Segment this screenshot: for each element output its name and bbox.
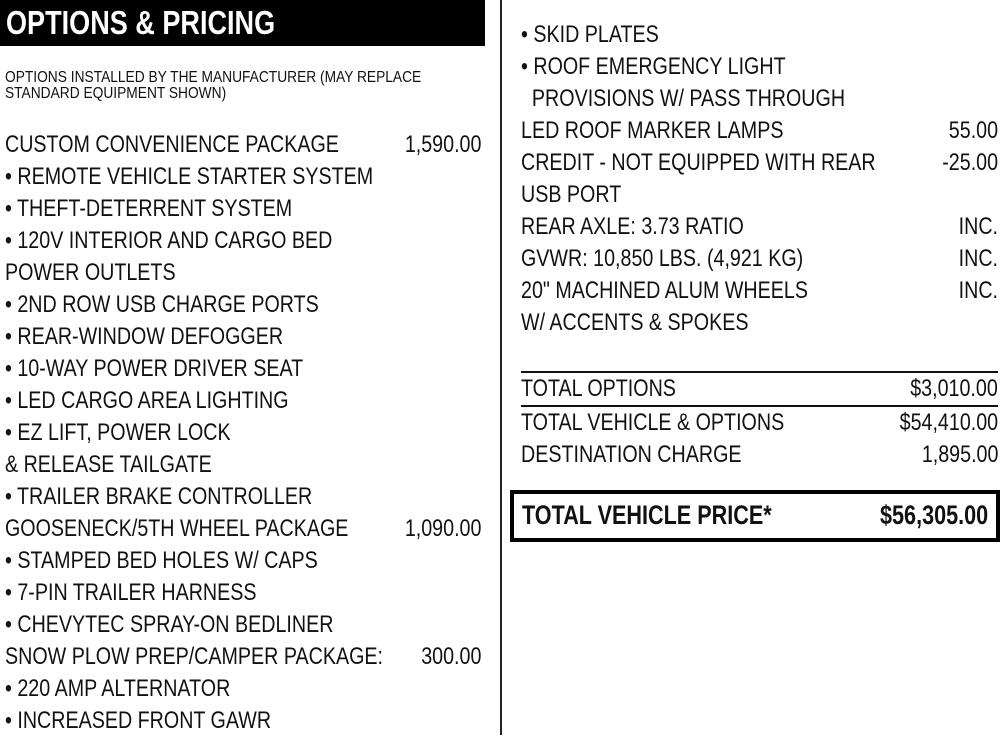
line-item-text: • THEFT-DETERRENT SYSTEM: [5, 195, 293, 222]
line-item: W/ ACCENTS & SPOKES: [521, 307, 998, 339]
line-item-text: • 220 AMP ALTERNATOR: [5, 675, 231, 702]
line-item: DESTINATION CHARGE 1,895.00: [521, 439, 998, 471]
line-item-price: 1,590.00: [404, 131, 481, 158]
line-item-price: $54,410.00: [899, 409, 998, 436]
line-item: • INCREASED FRONT GAWR: [5, 705, 481, 737]
note-line: OPTIONS INSTALLED BY THE MANUFACTURER (M…: [5, 69, 422, 86]
line-item-text: TOTAL VEHICLE & OPTIONS: [521, 409, 785, 436]
left-options-list: CUSTOM CONVENIENCE PACKAGE 1,590.00 • REMO…: [5, 129, 481, 737]
line-item-text: GOOSENECK/5TH WHEEL PACKAGE: [5, 515, 349, 542]
line-item: • THEFT-DETERRENT SYSTEM: [5, 193, 481, 225]
line-item-text: • 120V INTERIOR AND CARGO BED: [5, 227, 333, 254]
line-item-price: INC.: [958, 213, 998, 240]
line-item-text: • REMOTE VEHICLE STARTER SYSTEM: [5, 163, 374, 190]
line-item: CUSTOM CONVENIENCE PACKAGE 1,590.00: [5, 129, 481, 161]
line-item: SNOW PLOW PREP/CAMPER PACKAGE: 300.00: [5, 641, 481, 673]
line-item-text: PROVISIONS W/ PASS THROUGH: [521, 85, 846, 112]
line-item-text: • TRAILER BRAKE CONTROLLER: [5, 483, 313, 510]
total-price-value: $56,305.00: [879, 500, 988, 530]
line-item: LED ROOF MARKER LAMPS 55.00: [521, 115, 998, 147]
line-item: GVWR: 10,850 LBS. (4,921 KG) INC.: [521, 243, 998, 275]
line-item-text: DESTINATION CHARGE: [521, 441, 742, 468]
line-item-text: SNOW PLOW PREP/CAMPER PACKAGE:: [5, 643, 383, 670]
line-item-text: • STAMPED BED HOLES W/ CAPS: [5, 547, 318, 574]
right-options-list: • SKID PLATES • ROOF EMERGENCY LIGHT PROV…: [521, 19, 998, 339]
line-item: • ROOF EMERGENCY LIGHT: [521, 51, 998, 83]
line-item-text: • 2ND ROW USB CHARGE PORTS: [5, 291, 319, 318]
total-price-label: TOTAL VEHICLE PRICE*: [522, 500, 772, 530]
line-item: • 2ND ROW USB CHARGE PORTS: [5, 289, 481, 321]
line-item-text: • ROOF EMERGENCY LIGHT: [521, 53, 786, 80]
line-item: POWER OUTLETS: [5, 257, 481, 289]
line-item: 20" MACHINED ALUM WHEELS INC.: [521, 275, 998, 307]
line-item-text: • EZ LIFT, POWER LOCK: [5, 419, 231, 446]
line-item-text: • LED CARGO AREA LIGHTING: [5, 387, 289, 414]
line-item: • 7-PIN TRAILER HARNESS: [5, 577, 481, 609]
line-item: REAR AXLE: 3.73 RATIO INC.: [521, 211, 998, 243]
line-item: TOTAL VEHICLE & OPTIONS $54,410.00: [521, 405, 998, 439]
line-item: • LED CARGO AREA LIGHTING: [5, 385, 481, 417]
line-item: • 220 AMP ALTERNATOR: [5, 673, 481, 705]
totals-list: TOTAL OPTIONS $3,010.00 TOTAL VEHICLE & OP…: [521, 371, 998, 471]
line-item: • 10-WAY POWER DRIVER SEAT: [5, 353, 481, 385]
line-item: PROVISIONS W/ PASS THROUGH: [521, 83, 998, 115]
note-line: STANDARD EQUIPMENT SHOWN): [5, 85, 227, 102]
line-item-price: INC.: [958, 277, 998, 304]
line-item: • CHEVYTEC SPRAY-ON BEDLINER: [5, 609, 481, 641]
line-item-text: CUSTOM CONVENIENCE PACKAGE: [5, 131, 339, 158]
line-item: CREDIT - NOT EQUIPPED WITH REAR -25.00: [521, 147, 998, 179]
line-item: • STAMPED BED HOLES W/ CAPS: [5, 545, 481, 577]
column-divider: [500, 0, 502, 735]
line-item-text: • INCREASED FRONT GAWR: [5, 707, 272, 734]
line-item-price: INC.: [958, 245, 998, 272]
line-item: GOOSENECK/5TH WHEEL PACKAGE 1,090.00: [5, 513, 481, 545]
total-vehicle-price-box: TOTAL VEHICLE PRICE* $56,305.00: [510, 490, 1000, 542]
line-item-text: W/ ACCENTS & SPOKES: [521, 309, 749, 336]
line-item-text: • 10-WAY POWER DRIVER SEAT: [5, 355, 304, 382]
line-item-price: 55.00: [948, 117, 998, 144]
line-item: • SKID PLATES: [521, 19, 998, 51]
line-item-price: 1,895.00: [921, 441, 998, 468]
line-item-text: REAR AXLE: 3.73 RATIO: [521, 213, 744, 240]
line-item-text: USB PORT: [521, 181, 622, 208]
line-item-price: 300.00: [420, 643, 481, 670]
line-item-text: • REAR-WINDOW DEFOGGER: [5, 323, 284, 350]
line-item: • REAR-WINDOW DEFOGGER: [5, 321, 481, 353]
line-item-price: $3,010.00: [910, 375, 998, 402]
section-title: OPTIONS & PRICING: [6, 4, 276, 41]
line-item-text: • CHEVYTEC SPRAY-ON BEDLINER: [5, 611, 334, 638]
line-item-text: GVWR: 10,850 LBS. (4,921 KG): [521, 245, 804, 272]
line-item: USB PORT: [521, 179, 998, 211]
line-item-text: POWER OUTLETS: [5, 259, 176, 286]
options-note: OPTIONS INSTALLED BY THE MANUFACTURER (M…: [5, 70, 421, 102]
line-item: • 120V INTERIOR AND CARGO BED: [5, 225, 481, 257]
line-item-text: & RELEASE TAILGATE: [5, 451, 212, 478]
line-item: • EZ LIFT, POWER LOCK: [5, 417, 481, 449]
line-item-price: -25.00: [942, 149, 998, 176]
line-item-text: TOTAL OPTIONS: [521, 375, 676, 402]
line-item-text: • 7-PIN TRAILER HARNESS: [5, 579, 257, 606]
line-item-text: • SKID PLATES: [521, 21, 659, 48]
line-item: • REMOTE VEHICLE STARTER SYSTEM: [5, 161, 481, 193]
line-item-text: CREDIT - NOT EQUIPPED WITH REAR: [521, 149, 876, 176]
line-item: & RELEASE TAILGATE: [5, 449, 481, 481]
line-item: • TRAILER BRAKE CONTROLLER: [5, 481, 481, 513]
line-item-price: 1,090.00: [404, 515, 481, 542]
line-item-text: LED ROOF MARKER LAMPS: [521, 117, 784, 144]
section-header: OPTIONS & PRICING: [0, 0, 485, 46]
line-item-text: 20" MACHINED ALUM WHEELS: [521, 277, 808, 304]
line-item: TOTAL OPTIONS $3,010.00: [521, 371, 998, 405]
